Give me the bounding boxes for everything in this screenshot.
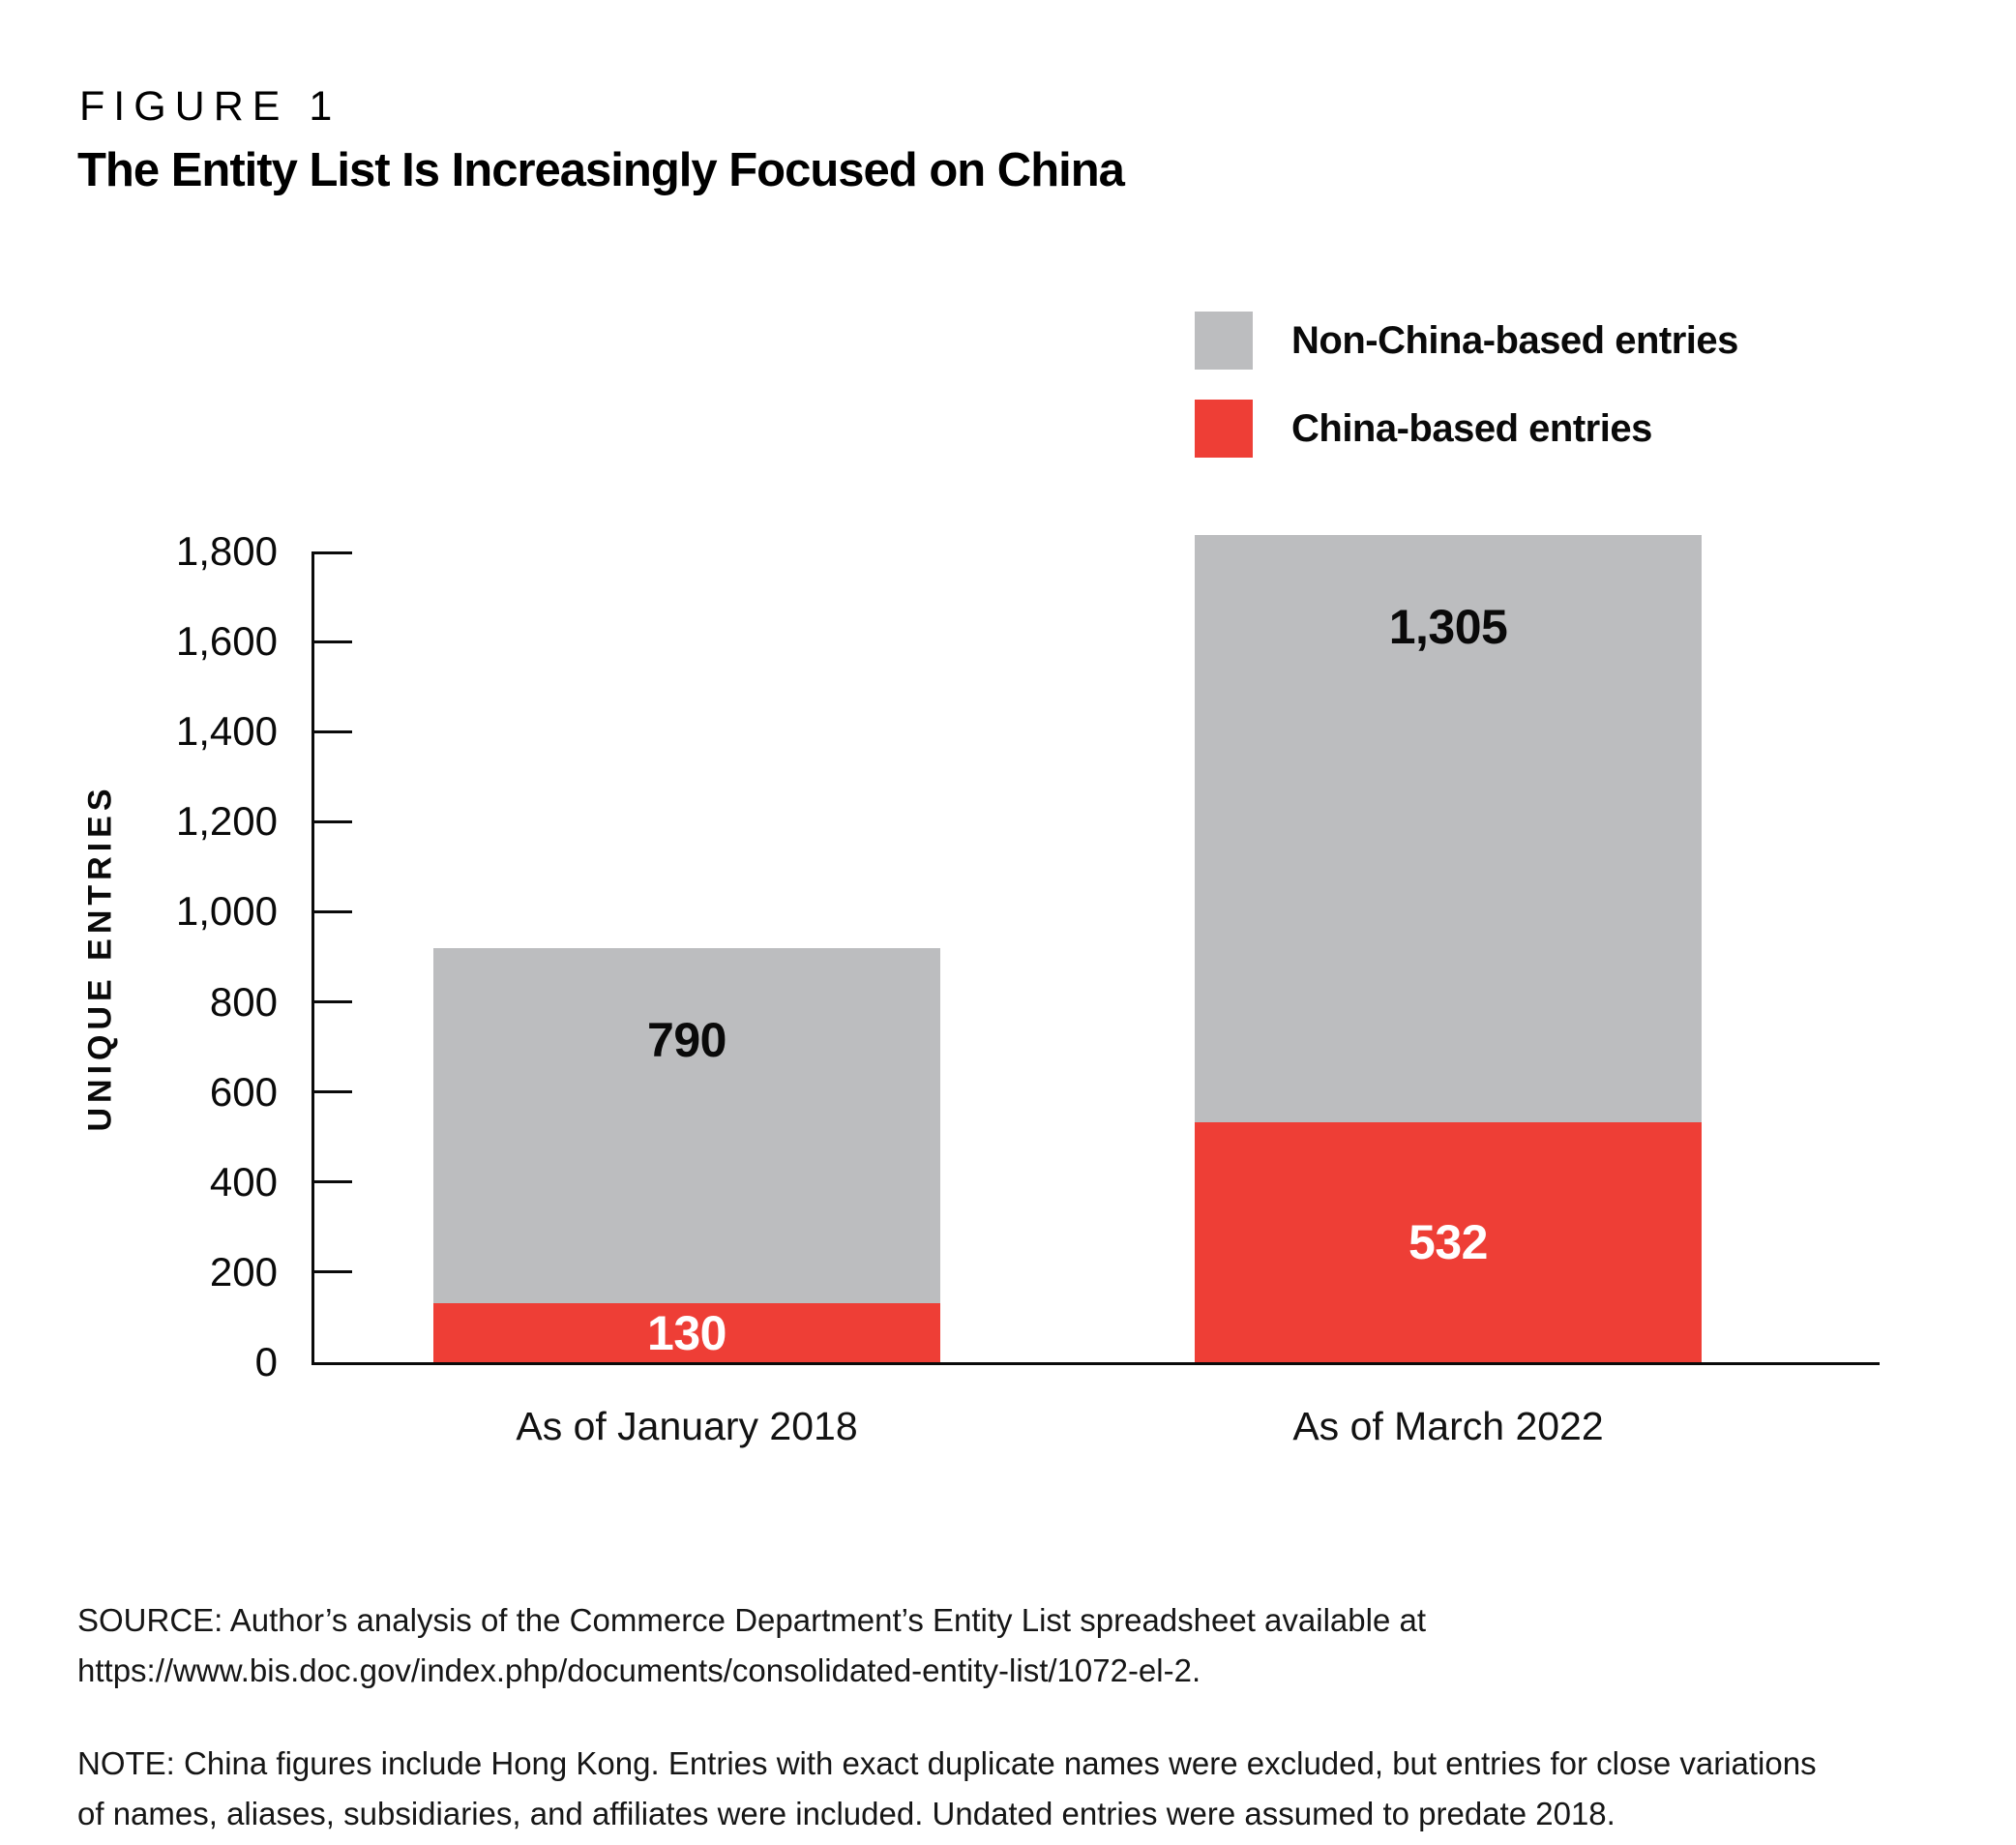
figure-label: FIGURE 1 — [79, 83, 341, 130]
bar-value-label: 532 — [1408, 1215, 1488, 1270]
y-axis-tick — [311, 1180, 352, 1184]
note-text: NOTE: China figures include Hong Kong. E… — [77, 1739, 1817, 1839]
bar-value-label: 1,305 — [1388, 599, 1508, 654]
legend-swatch-gray — [1195, 312, 1253, 370]
bar-segment-china-based-entries: 130 — [433, 1303, 940, 1362]
y-axis-tick — [311, 640, 352, 643]
bar-segment-china-based-entries: 532 — [1195, 1122, 1702, 1362]
legend-item-non-china: Non-China-based entries — [1195, 312, 1738, 370]
source-line-1: SOURCE: Author’s analysis of the Commerc… — [77, 1602, 1426, 1638]
y-axis-tick-label: 1,600 — [175, 618, 278, 665]
y-axis-tick-label: 600 — [209, 1068, 278, 1115]
legend-swatch-red — [1195, 400, 1253, 458]
y-axis-tick-label: 1,400 — [175, 708, 278, 755]
legend-item-china: China-based entries — [1195, 400, 1738, 458]
bar-value-label: 790 — [647, 1012, 726, 1067]
y-axis-line — [311, 551, 314, 1365]
y-axis-tick-label: 1,000 — [175, 888, 278, 935]
y-axis-tick — [311, 1270, 352, 1274]
note-line-1: NOTE: China figures include Hong Kong. E… — [77, 1745, 1817, 1781]
y-axis-tick — [311, 909, 352, 913]
y-axis-tick-label: 1,200 — [175, 798, 278, 845]
chart-legend: Non-China-based entries China-based entr… — [1195, 312, 1738, 488]
y-axis-tick — [311, 1000, 352, 1004]
y-axis-tick-label: 400 — [209, 1158, 278, 1205]
source-line-2: https://www.bis.doc.gov/index.php/docume… — [77, 1652, 1201, 1688]
y-axis-tick-label: 1,800 — [175, 528, 278, 574]
x-axis-line — [311, 1362, 1880, 1365]
bar-value-label: 130 — [647, 1305, 726, 1360]
x-axis-category-label: As of March 2022 — [1292, 1404, 1604, 1448]
y-axis-tick — [311, 551, 352, 554]
y-axis-tick — [311, 1090, 352, 1094]
figure-title: The Entity List Is Increasingly Focused … — [77, 144, 1125, 196]
note-line-2: of names, aliases, subsidiaries, and aff… — [77, 1796, 1616, 1831]
y-axis-tick-label: 800 — [209, 978, 278, 1025]
y-axis-tick-label: 0 — [254, 1339, 278, 1384]
y-axis-tick — [311, 819, 352, 823]
bar-segment-non-china-based-entries: 790 — [433, 947, 940, 1304]
y-axis-tick-label: 200 — [209, 1248, 278, 1294]
x-axis-category-label: As of January 2018 — [516, 1404, 858, 1448]
source-text: SOURCE: Author’s analysis of the Commerc… — [77, 1595, 1426, 1696]
legend-label-non-china: Non-China-based entries — [1291, 318, 1738, 362]
y-axis-tick — [311, 729, 352, 733]
bar-segment-non-china-based-entries: 1,305 — [1195, 534, 1702, 1123]
legend-label-china: China-based entries — [1291, 406, 1652, 450]
